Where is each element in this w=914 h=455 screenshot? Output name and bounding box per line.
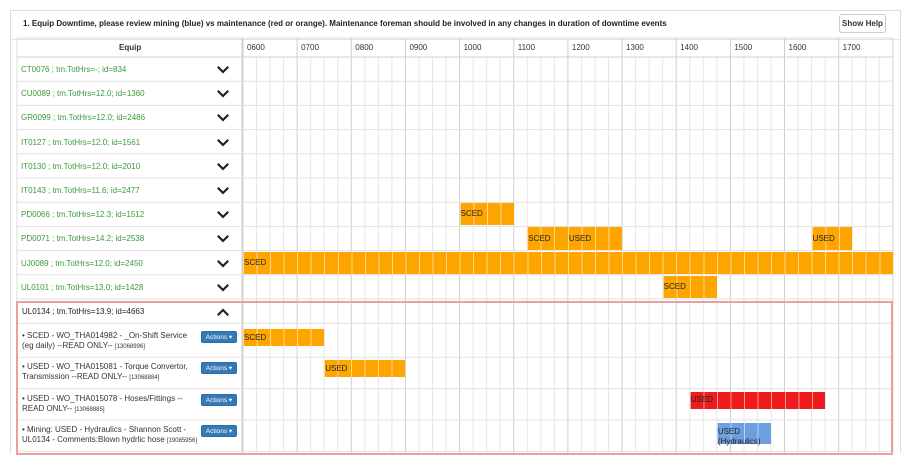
equipment-7-2-event-bar[interactable] <box>811 227 853 250</box>
detail-3-event-label: USED (Hydraulics) <box>717 426 761 446</box>
hour-header-0700: 0700 <box>301 43 319 52</box>
actions-dropdown-button[interactable]: Actions ▾ <box>201 362 237 375</box>
event-detail-text: • USED - WO_THA015078 - Hoses/Fittings -… <box>22 394 200 415</box>
chevron-down-icon[interactable] <box>217 65 229 75</box>
chevron-up-icon[interactable] <box>217 307 229 317</box>
caret-down-icon: ▾ <box>227 334 233 341</box>
hour-header-0600: 0600 <box>247 43 265 52</box>
detail-2-event-label: USED <box>690 395 713 405</box>
caret-down-icon: ▾ <box>227 396 233 404</box>
detail-1-event-label: USED <box>325 363 348 373</box>
chevron-down-icon[interactable] <box>217 113 229 123</box>
detail-2-event-bar[interactable] <box>689 391 826 409</box>
equipment-9-0-event-bar[interactable] <box>662 275 717 298</box>
actions-dropdown-button[interactable]: Actions ▾ <box>201 424 237 437</box>
equipment-9-0-event-label: SCED <box>663 281 686 291</box>
equipment-row-label[interactable]: UL0134 ; tm.TotHrs=13.9; id=4663 <box>22 307 145 316</box>
equipment-8-0-event-bar[interactable] <box>243 251 893 274</box>
hour-header-1300: 1300 <box>626 43 644 52</box>
chevron-down-icon[interactable] <box>217 283 229 293</box>
equipment-row-label[interactable]: CT0076 ; tm.TotHrs=-; id=834 <box>21 65 127 74</box>
panel-header: 1. Equip Downtime, please review mining … <box>11 11 900 40</box>
event-detail-text: • SCED - WO_THA014982 - _On-Shift Servic… <box>22 331 200 352</box>
chevron-down-icon[interactable] <box>217 259 229 269</box>
equipment-row-label[interactable]: IT0130 ; tm.TotHrs=12.0; id=2010 <box>21 161 141 171</box>
hour-header-1100: 1100 <box>517 43 535 52</box>
detail-0-event-bar[interactable] <box>243 329 325 346</box>
actions-dropdown-button[interactable]: Actions ▾ <box>201 331 237 343</box>
actions-label: Actions <box>205 334 228 341</box>
chevron-down-icon[interactable] <box>217 162 229 172</box>
equipment-row-label[interactable]: PD0071 ; tm.TotHrs=14.2; id=2538 <box>21 234 145 244</box>
work-order-ref: [13068996] <box>114 344 145 350</box>
chevron-down-icon[interactable] <box>217 210 229 220</box>
event-description: • Mining: USED - Hydraulics - Shannon Sc… <box>22 424 187 444</box>
event-description: • USED - WO_THA015081 - Torque Convertor… <box>22 362 188 382</box>
equipment-6-0-event-bar[interactable] <box>459 203 514 226</box>
detail-1-event-bar[interactable] <box>324 360 406 378</box>
equipment-row-label[interactable]: UJ0089 ; tm.TotHrs=12.0; id=2450 <box>21 258 143 268</box>
caret-down-icon: ▾ <box>227 365 233 373</box>
hour-header-1200: 1200 <box>571 43 590 52</box>
chevron-down-icon[interactable] <box>217 138 229 148</box>
equip-column-header: Equip <box>119 43 142 52</box>
hour-header-1000: 1000 <box>463 43 482 52</box>
chevron-down-icon[interactable] <box>217 234 229 244</box>
equipment-8-0-event-label: SCED <box>244 257 267 267</box>
detail-0-event-label: SCED <box>244 332 267 342</box>
hour-header-1700: 1700 <box>842 43 861 52</box>
show-help-button[interactable]: Show Help <box>839 14 886 33</box>
equipment-row-label[interactable]: IT0143 ; tm.TotHrs=11.6; id=2477 <box>21 186 140 195</box>
caret-down-icon: ▾ <box>227 427 233 435</box>
panel-title: 1. Equip Downtime, please review mining … <box>23 19 667 28</box>
event-detail-text: • USED - WO_THA015081 - Torque Convertor… <box>22 362 200 383</box>
hour-header-1400: 1400 <box>680 43 698 52</box>
equipment-7-0-event-label: SCED <box>528 233 551 243</box>
actions-dropdown-button[interactable]: Actions ▾ <box>201 393 237 406</box>
equipment-6-0-event-label: SCED <box>460 209 483 219</box>
chevron-down-icon[interactable] <box>217 89 229 99</box>
hour-header-1500: 1500 <box>734 43 753 52</box>
chevron-down-icon[interactable] <box>217 186 229 196</box>
equipment-row-label[interactable]: IT0127 ; tm.TotHrs=12.0; id=1561 <box>21 137 141 147</box>
equipment-7-1-event-label: USED <box>568 233 592 243</box>
equipment-row-label[interactable]: CU0089 ; tm.TotHrs=12.0; id=1360 <box>21 89 145 99</box>
work-order-ref: [19085956] <box>166 437 197 444</box>
work-order-ref: [13068885] <box>74 406 105 413</box>
actions-label: Actions <box>205 427 228 435</box>
event-description: • SCED - WO_THA014982 - _On-Shift Servic… <box>22 331 188 350</box>
hour-header-0800: 0800 <box>355 43 374 52</box>
hour-header-1600: 1600 <box>788 43 807 52</box>
actions-label: Actions <box>205 396 228 404</box>
equipment-7-2-event-label: USED <box>812 233 835 243</box>
event-description: • USED - WO_THA015078 - Hoses/Fittings -… <box>22 393 183 413</box>
detail-3-event-bar[interactable] <box>716 422 771 444</box>
equipment-row-label[interactable]: GR0099 ; tm.TotHrs=12.0; id=2486 <box>21 113 146 123</box>
equipment-row-label[interactable]: PD0066 ; tm.TotHrs=12.3; id=1512 <box>21 210 145 220</box>
actions-label: Actions <box>205 365 228 373</box>
hour-header-0900: 0900 <box>409 43 428 52</box>
downtime-panel: 1. Equip Downtime, please review mining … <box>10 10 901 453</box>
equipment-7-0-event-bar[interactable] <box>527 227 568 250</box>
work-order-ref: [13068884] <box>129 375 160 382</box>
equipment-7-1-event-bar[interactable] <box>567 227 623 250</box>
event-detail-text: • Mining: USED - Hydraulics - Shannon Sc… <box>22 425 200 446</box>
equipment-row-label[interactable]: UL0101 ; tm.TotHrs=13.0; id=1428 <box>21 282 144 292</box>
